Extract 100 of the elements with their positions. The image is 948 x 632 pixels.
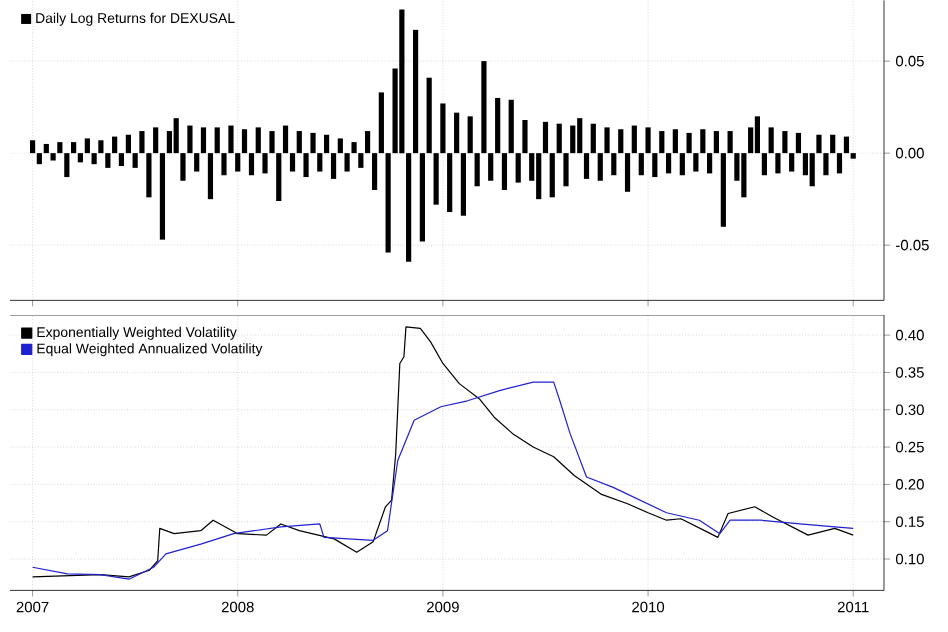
bar [631, 125, 637, 153]
bar [809, 152, 815, 187]
bar [64, 152, 70, 177]
bar [323, 134, 330, 153]
bar [132, 152, 138, 168]
bar [125, 134, 131, 153]
bar [775, 152, 781, 174]
bar [659, 130, 665, 153]
bar [515, 152, 521, 183]
bar [795, 132, 802, 153]
bar [221, 152, 227, 176]
bar [413, 29, 419, 153]
bar [618, 129, 624, 153]
bar [624, 152, 631, 192]
bar [235, 152, 241, 172]
bar [460, 152, 467, 216]
bar [139, 130, 145, 153]
bar [447, 152, 453, 212]
bar [43, 143, 49, 153]
bar [399, 9, 405, 153]
bar [501, 152, 508, 190]
bar [836, 152, 843, 174]
bar [604, 127, 610, 153]
bar [146, 152, 152, 198]
bar [180, 152, 186, 181]
bar [665, 152, 672, 174]
bar [29, 140, 36, 153]
bar [720, 152, 726, 227]
bar [652, 152, 658, 177]
bar [686, 132, 692, 153]
bar [84, 138, 90, 153]
bar [536, 152, 542, 199]
bar [77, 152, 83, 163]
bar [248, 152, 255, 176]
bar [98, 140, 104, 153]
bar [467, 116, 473, 153]
bar [433, 152, 439, 205]
bar [337, 138, 343, 153]
bar [71, 141, 77, 153]
bar [112, 136, 118, 153]
bar [262, 152, 268, 174]
bar [385, 152, 391, 253]
bar [57, 141, 63, 153]
bar [679, 152, 685, 176]
bar [700, 129, 706, 153]
bar [105, 152, 111, 168]
bar [282, 125, 289, 153]
bar [789, 152, 795, 172]
bar [563, 152, 569, 187]
bar [672, 129, 678, 153]
bar [549, 152, 555, 198]
bar [187, 125, 193, 153]
bar [330, 152, 337, 179]
line-series [31, 326, 854, 578]
bar [289, 152, 296, 172]
bar [577, 117, 583, 153]
bar [426, 77, 432, 153]
bar [358, 152, 364, 168]
bar [454, 112, 460, 153]
bar [241, 129, 248, 153]
bar [474, 152, 480, 187]
bar [816, 134, 822, 153]
bar [371, 152, 378, 190]
bar [255, 127, 261, 153]
bar [36, 152, 42, 164]
bar [583, 152, 590, 179]
bar [440, 103, 446, 153]
bar [269, 130, 275, 153]
bar [597, 152, 603, 181]
bar [542, 121, 549, 153]
bar [556, 123, 562, 153]
bar [317, 152, 323, 172]
bar [850, 152, 856, 159]
bar [419, 152, 425, 242]
bar [611, 152, 617, 176]
bar [406, 152, 412, 262]
bar [50, 152, 56, 161]
bar [782, 130, 788, 153]
bar [570, 125, 576, 153]
bar [159, 152, 166, 240]
bar [508, 99, 514, 153]
bar [344, 152, 350, 172]
bar [713, 130, 719, 153]
bar [118, 152, 125, 166]
bar [200, 127, 207, 153]
bar [768, 127, 774, 153]
bar [741, 152, 747, 198]
bar [707, 152, 713, 174]
bar [194, 152, 200, 172]
bar [761, 152, 767, 176]
bar [351, 141, 357, 153]
bar [754, 116, 761, 153]
bar [638, 152, 644, 176]
bar [228, 125, 234, 153]
bar [214, 127, 220, 153]
bar [153, 127, 159, 153]
bar [365, 130, 371, 153]
bar [727, 130, 733, 153]
bar [488, 152, 494, 181]
bar [296, 130, 302, 153]
